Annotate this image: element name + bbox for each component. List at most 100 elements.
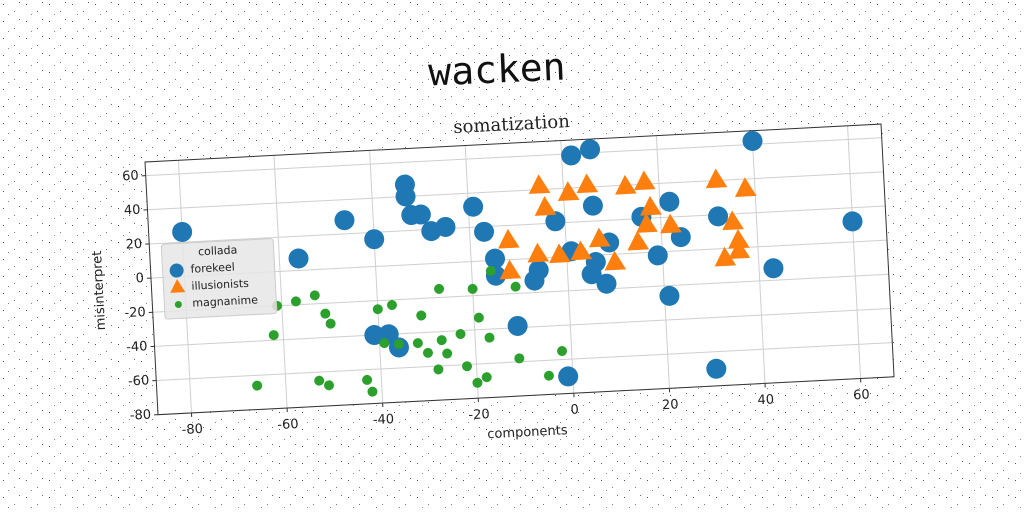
marker-circle xyxy=(395,186,416,207)
marker-dot xyxy=(543,370,554,381)
marker-triangle xyxy=(534,196,557,216)
marker-dot xyxy=(472,377,483,388)
marker-dot xyxy=(485,265,496,276)
y-tick-label: 20 xyxy=(125,237,142,253)
grid-line xyxy=(273,155,288,409)
marker-circle xyxy=(659,191,680,212)
marker-circle xyxy=(169,263,184,278)
marker-circle xyxy=(172,221,193,242)
marker-circle xyxy=(708,206,729,227)
grid-line xyxy=(464,145,479,399)
legend-label: magnanime xyxy=(192,293,258,309)
grid-line xyxy=(560,140,575,394)
marker-triangle xyxy=(615,174,637,195)
marker-circle xyxy=(558,366,579,387)
marker-triangle xyxy=(528,174,551,194)
marker-dot xyxy=(455,329,466,340)
x-tick-label: 60 xyxy=(853,388,870,404)
marker-dot xyxy=(416,310,427,321)
grid-line xyxy=(847,125,862,379)
marker-circle xyxy=(585,252,606,273)
legend-label: illusionists xyxy=(191,277,249,293)
marker-triangle xyxy=(499,259,522,280)
marker-dot xyxy=(514,353,525,364)
x-tick-label: 20 xyxy=(662,397,679,413)
y-tick-label: 40 xyxy=(124,203,141,219)
x-tick-label: -20 xyxy=(468,407,490,423)
marker-circle xyxy=(507,315,528,336)
marker-dot xyxy=(484,332,495,343)
y-tick-label: -20 xyxy=(124,305,146,321)
marker-dot xyxy=(362,374,373,385)
marker-triangle xyxy=(627,230,650,251)
y-axis-label: misinterpret xyxy=(90,250,109,330)
plot-background xyxy=(144,124,895,415)
x-tick-label: -40 xyxy=(373,412,395,428)
marker-triangle xyxy=(549,243,571,264)
marker-dot xyxy=(393,339,404,350)
marker-circle xyxy=(763,258,784,279)
marker-dot xyxy=(557,346,568,357)
marker-triangle xyxy=(734,177,757,198)
marker-triangle xyxy=(527,242,550,263)
marker-dot xyxy=(325,318,336,329)
marker-triangle xyxy=(570,240,593,261)
y-tick-label: -60 xyxy=(128,373,150,389)
marker-circle xyxy=(485,248,506,269)
marker-circle xyxy=(561,145,582,166)
marker-dot xyxy=(510,281,521,292)
marker-triangle xyxy=(640,195,662,216)
marker-dot xyxy=(481,372,492,383)
marker-circle xyxy=(582,195,603,216)
grid-line xyxy=(147,171,884,211)
x-tick-label: 40 xyxy=(757,392,774,408)
marker-dot xyxy=(467,283,478,294)
marker-dot xyxy=(290,296,301,307)
marker-triangle xyxy=(728,228,750,249)
marker-circle xyxy=(364,229,385,250)
x-tick-label: 0 xyxy=(570,403,579,418)
marker-triangle xyxy=(714,246,737,267)
marker-triangle xyxy=(636,213,658,233)
marker-dot xyxy=(320,308,331,319)
marker-circle xyxy=(647,245,668,266)
marker-dot xyxy=(252,380,263,391)
marker-dot xyxy=(268,330,279,341)
marker-dot xyxy=(434,283,445,294)
marker-dot xyxy=(386,300,397,311)
y-tick-label: 0 xyxy=(135,271,144,286)
marker-triangle xyxy=(634,170,656,191)
marker-dot xyxy=(422,347,433,358)
x-tick-label: -60 xyxy=(277,417,299,433)
grid-line xyxy=(751,130,766,384)
marker-triangle xyxy=(576,173,599,194)
marker-dot xyxy=(309,290,320,301)
marker-circle xyxy=(410,204,431,225)
marker-dot xyxy=(314,375,325,386)
marker-circle xyxy=(435,216,456,237)
marker-triangle xyxy=(705,168,728,189)
marker-circle xyxy=(842,211,863,232)
marker-dot xyxy=(412,338,423,349)
marker-circle xyxy=(334,210,355,231)
marker-circle xyxy=(659,285,680,306)
marker-dot xyxy=(473,312,484,323)
marker-dot xyxy=(442,348,453,359)
x-tick-label: -80 xyxy=(181,422,203,438)
marker-circle xyxy=(364,325,385,346)
marker-circle xyxy=(580,139,601,160)
legend-title: collada xyxy=(198,243,238,258)
marker-triangle xyxy=(498,228,520,249)
x-axis-label: components xyxy=(487,423,568,442)
marker-dot xyxy=(324,380,335,391)
marker-circle xyxy=(463,196,484,217)
grid-line xyxy=(149,205,886,245)
suptitle: wacken xyxy=(427,45,566,95)
grid-line xyxy=(369,150,384,404)
marker-dot xyxy=(367,386,378,397)
plot-area: somatization components misinterpret -80… xyxy=(90,111,895,442)
marker-dot xyxy=(379,338,390,349)
marker-circle xyxy=(742,130,763,151)
